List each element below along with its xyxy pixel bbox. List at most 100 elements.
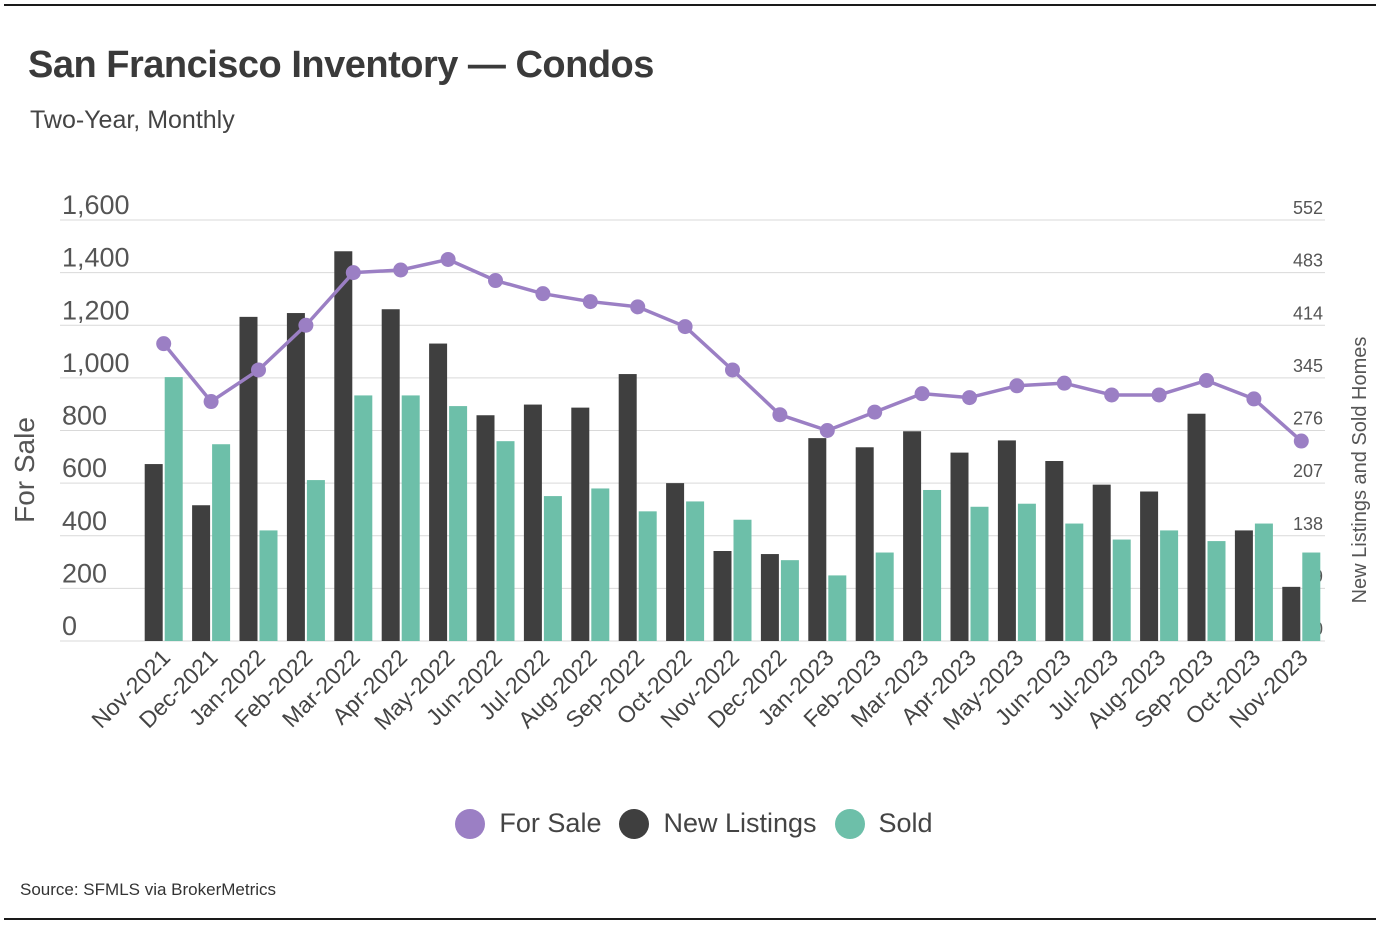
right-tick-label: 345 [1293,356,1323,376]
sold-bar [354,395,373,641]
left-tick-label: 0 [62,611,77,641]
sold-bar [496,441,515,641]
for-sale-point [1009,378,1025,394]
right-tick-label: 414 [1293,303,1323,323]
for-sale-point [488,273,503,289]
sold-bar [638,511,657,641]
legend-label-for-sale: For Sale [499,808,602,838]
for-sale-point [677,319,693,335]
new-listings-bar [239,316,258,641]
sold-bar [733,519,752,641]
for-sale-point [962,390,977,406]
bar-series [144,251,1321,641]
left-axis-title: For Sale [9,417,40,523]
new-listings-bar [855,447,874,641]
for-sale-point [251,362,266,378]
new-listings-bar [950,452,969,641]
for-sale-point [914,386,930,402]
legend-swatch-for-sale [455,808,486,839]
new-listings-bar [618,374,637,641]
bottom-rule [4,918,1376,920]
new-listings-bar [334,251,353,641]
for-sale-point [1104,387,1120,403]
sold-bar [543,496,562,641]
for-sale-point [203,394,219,410]
new-listings-bar [1140,491,1159,641]
new-listings-bar [571,407,590,641]
sold-bar [970,506,989,641]
new-listings-bar [1234,530,1253,641]
for-sale-point [298,317,314,333]
new-listings-bar [429,343,448,641]
legend-swatch-sold [834,808,865,839]
left-tick-label: 1,400 [62,243,130,273]
new-listings-bar [381,309,400,641]
left-tick-label: 200 [62,558,107,588]
sold-bar [1207,541,1226,641]
top-rule [4,4,1376,6]
sold-bar [1302,552,1321,641]
new-listings-bar [1282,586,1301,641]
new-listings-bar [1092,484,1111,641]
sold-bar [1017,503,1036,641]
new-listings-bar [523,404,542,641]
legend-item-sold: Sold [834,808,933,839]
for-sale-line-series [156,251,1309,449]
sold-bar [828,575,847,641]
sold-bar [212,444,231,641]
left-tick-label: 1,200 [62,295,130,325]
legend: For Sale New Listings Sold [0,808,1388,839]
for-sale-point [630,299,646,315]
new-listings-bar [1187,413,1206,641]
new-listings-bar [903,431,922,641]
left-tick-label: 1,600 [62,190,130,220]
for-sale-point [1199,373,1214,389]
for-sale-point [1293,433,1309,449]
for-sale-point [345,265,361,281]
sold-bar [780,560,799,641]
for-sale-point [393,262,409,278]
left-axis-ticks: 0 200 400 600 800 1,000 1,200 1,400 1,600 [62,190,130,641]
for-sale-point [867,404,883,420]
for-sale-point [582,294,598,310]
legend-item-new-listings: New Listings [619,808,817,839]
x-axis-labels: Nov-2021Dec-2021Jan-2022Feb-2022Mar-2022… [86,644,1313,735]
sold-bar [591,488,610,641]
for-sale-point [535,286,551,302]
sold-bar [1112,539,1131,641]
sold-bar [875,552,894,641]
chart-title: San Francisco Inventory — Condos [28,44,654,86]
sold-bar [449,406,468,641]
sold-bar [923,489,942,641]
sold-bar [401,395,420,641]
new-listings-bar [1045,461,1064,641]
for-sale-point [1056,375,1072,391]
new-listings-bar [808,438,827,641]
right-tick-label: 276 [1293,409,1323,429]
right-axis-title: New Listings and Sold Homes [1349,337,1371,604]
legend-item-for-sale: For Sale [455,808,601,839]
for-sale-point [772,407,788,423]
right-tick-label: 552 [1293,198,1323,218]
for-sale-point [1151,387,1167,403]
sold-bar [1065,523,1084,641]
left-tick-label: 600 [62,453,107,483]
right-tick-label: 207 [1293,461,1323,481]
new-listings-bar [666,483,685,641]
legend-label-new-listings: New Listings [663,808,817,838]
for-sale-point [156,336,172,352]
sold-bar [259,530,278,641]
sold-bar [686,501,705,641]
sold-bar [306,480,325,641]
chart-subtitle: Two-Year, Monthly [30,106,235,134]
new-listings-bar [760,554,779,641]
new-listings-bar [192,505,211,641]
left-tick-label: 1,000 [62,348,130,378]
left-tick-label: 400 [62,506,107,536]
new-listings-bar [476,415,495,641]
for-sale-point [1246,391,1262,407]
for-sale-point [725,362,740,378]
sold-bar [1160,530,1179,641]
new-listings-bar [713,551,732,641]
